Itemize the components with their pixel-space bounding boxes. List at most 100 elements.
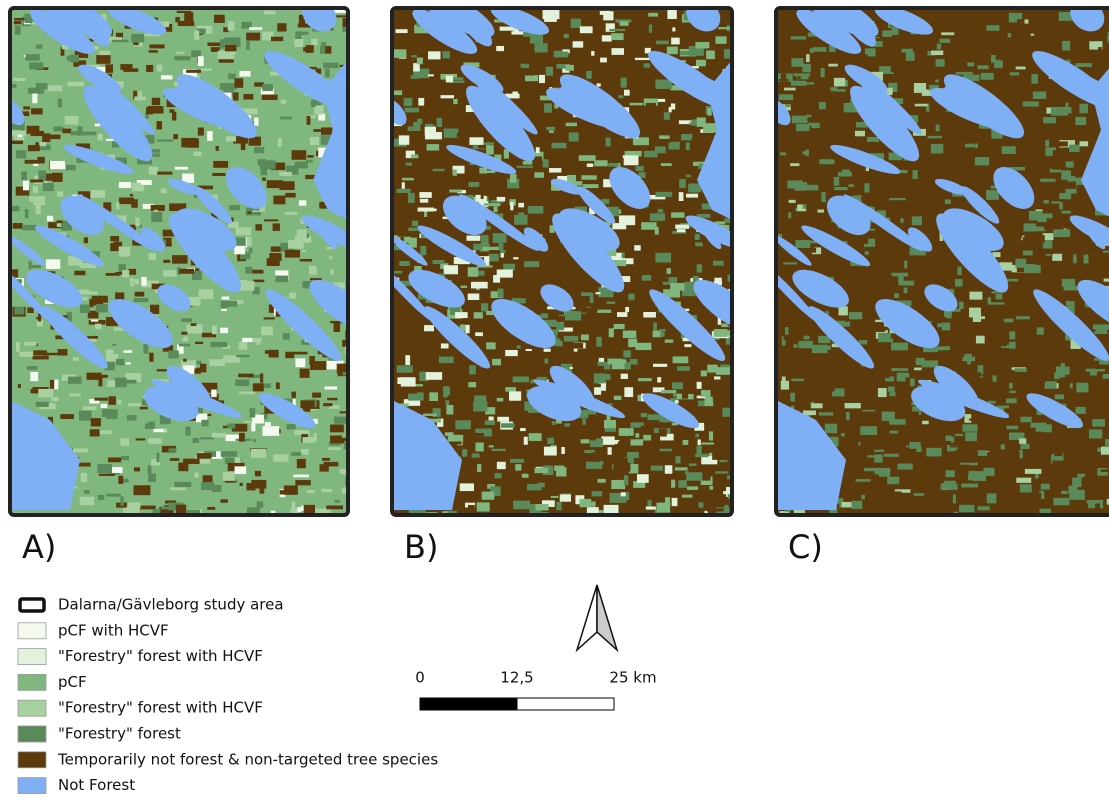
land-patch: [709, 431, 713, 440]
land-patch: [247, 211, 251, 214]
land-patch: [923, 168, 929, 171]
land-patch: [292, 502, 295, 509]
land-patch: [939, 39, 950, 43]
land-patch: [899, 373, 909, 378]
land-patch: [311, 100, 316, 107]
land-patch: [684, 344, 691, 347]
land-patch: [191, 323, 197, 326]
land-patch: [857, 54, 867, 58]
north-arrow: [577, 585, 617, 650]
land-patch: [865, 333, 869, 336]
land-patch: [173, 134, 178, 139]
land-patch: [849, 312, 862, 319]
land-patch: [661, 390, 676, 393]
land-patch: [60, 414, 74, 419]
land-patch: [1045, 274, 1049, 279]
land-patch: [271, 37, 283, 41]
land-patch: [1062, 438, 1075, 443]
land-patch: [846, 412, 850, 420]
land-patch: [802, 248, 816, 253]
land-patch: [256, 342, 260, 345]
land-patch: [659, 329, 666, 331]
land-patch: [14, 21, 21, 24]
land-patch: [461, 128, 478, 136]
land-patch: [665, 340, 674, 343]
land-patch: [860, 286, 867, 291]
land-patch: [47, 216, 53, 221]
land-patch: [621, 374, 628, 379]
land-patch: [170, 487, 185, 490]
land-patch: [79, 411, 92, 421]
land-patch: [643, 312, 656, 318]
land-patch: [1031, 74, 1037, 84]
land-patch: [878, 388, 887, 397]
land-patch: [209, 359, 225, 366]
land-patch: [468, 382, 476, 387]
land-patch: [777, 186, 789, 193]
land-patch: [151, 212, 162, 222]
land-patch: [682, 495, 693, 498]
land-patch: [425, 127, 436, 135]
land-patch: [249, 27, 262, 30]
land-patch: [510, 289, 520, 297]
land-patch: [240, 483, 243, 486]
land-patch: [294, 39, 303, 47]
land-patch: [581, 308, 598, 313]
land-patch: [664, 112, 670, 120]
land-patch: [311, 39, 318, 46]
land-patch: [677, 229, 686, 232]
land-patch: [521, 64, 529, 68]
land-patch: [1002, 146, 1016, 154]
land-patch: [1052, 254, 1062, 261]
land-patch: [99, 474, 115, 476]
land-patch: [28, 145, 40, 151]
land-patch: [884, 454, 899, 457]
land-patch: [261, 326, 273, 335]
land-patch: [611, 33, 623, 40]
land-patch: [455, 312, 468, 318]
land-patch: [888, 491, 902, 494]
land-patch: [251, 480, 266, 489]
land-patch: [14, 307, 24, 315]
land-patch: [18, 384, 21, 388]
land-patch: [16, 342, 20, 352]
land-patch: [482, 247, 498, 250]
land-patch: [1051, 107, 1068, 116]
land-patch: [714, 376, 720, 379]
land-patch: [200, 437, 214, 439]
land-patch: [788, 212, 791, 218]
land-patch: [834, 187, 847, 190]
land-patch: [397, 377, 404, 384]
land-patch: [288, 240, 304, 249]
land-patch: [684, 282, 693, 291]
land-patch: [516, 166, 533, 168]
land-patch: [1069, 145, 1080, 152]
land-patch: [803, 320, 806, 328]
land-patch: [564, 34, 569, 38]
land-patch: [183, 459, 200, 464]
land-patch: [291, 392, 296, 398]
land-patch: [792, 116, 808, 124]
land-patch: [1092, 419, 1105, 427]
legend-label: Dalarna/Gävleborg study area: [58, 596, 284, 614]
land-patch: [144, 344, 149, 354]
land-patch: [170, 458, 179, 461]
land-patch: [846, 59, 853, 62]
land-patch: [802, 64, 811, 72]
land-patch: [1056, 366, 1070, 374]
figure: A)B)C)Dalarna/Gävleborg study areapCF wi…: [0, 0, 1109, 807]
land-patch: [635, 433, 639, 438]
land-patch: [239, 71, 250, 77]
land-patch: [13, 223, 23, 229]
land-patch: [653, 364, 667, 367]
land-patch: [1040, 186, 1056, 188]
land-patch: [534, 468, 548, 473]
land-patch: [975, 157, 989, 165]
land-patch: [581, 439, 590, 443]
land-patch: [897, 464, 912, 470]
land-patch: [168, 350, 178, 358]
land-patch: [260, 160, 276, 169]
land-patch: [696, 43, 708, 49]
land-patch: [648, 13, 658, 17]
land-patch: [601, 436, 614, 444]
